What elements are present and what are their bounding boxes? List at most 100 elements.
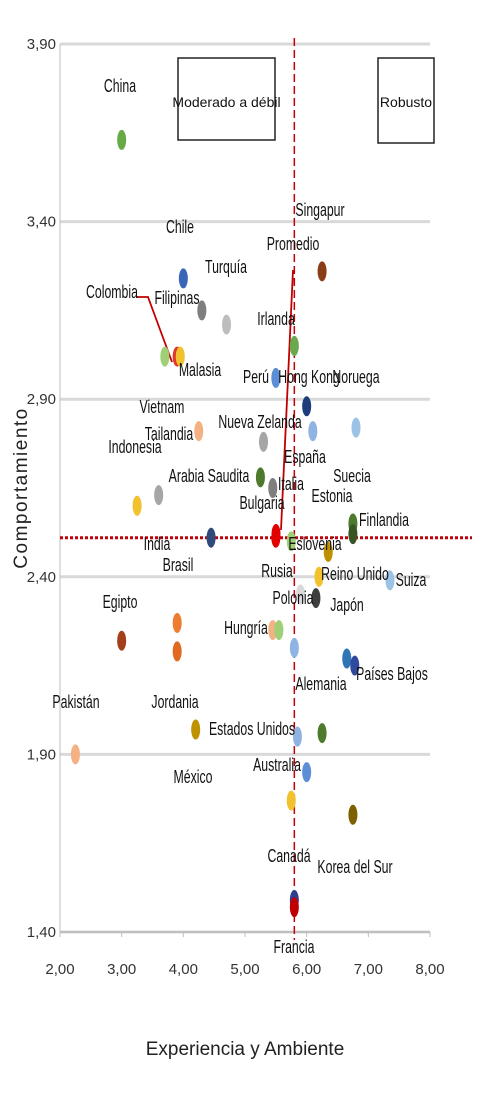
label-egipto: Egipto <box>103 593 138 613</box>
x-tick-label: 6,00 <box>292 961 321 978</box>
x-tick-label: 4,00 <box>169 961 198 978</box>
point-egipto <box>117 630 127 651</box>
label-méxico: México <box>174 768 213 788</box>
point-vietnam <box>194 421 204 442</box>
quadrant-box <box>177 57 276 141</box>
label-españa: España <box>284 448 326 468</box>
point-india <box>206 527 216 548</box>
label-rusia: Rusia <box>261 562 293 582</box>
point-unlabeled <box>289 637 299 658</box>
label-pakistán: Pakistán <box>52 693 99 713</box>
point-finlandia <box>348 524 358 545</box>
axes: 1,40 1,90 2,40 2,90 3,40 3,90 2,00 3,00 4,00 5,00… <box>27 36 445 978</box>
point-tailandia <box>154 485 164 506</box>
x-axis-title: Experiencia y Ambiente <box>146 1039 345 1060</box>
label-malasia: Malasia <box>179 361 221 381</box>
point-singapur <box>317 261 327 282</box>
point-noruega <box>351 417 361 438</box>
label-noruega: Noruega <box>332 368 379 388</box>
point-australia <box>302 762 312 783</box>
label-finlandia: Finlandia <box>359 511 409 531</box>
label-jordania: Jordania <box>151 693 198 713</box>
label-eslovenia: Eslovenia <box>288 535 341 555</box>
label-promedio: Promedio <box>267 235 320 255</box>
point-arabia-saudita <box>255 467 265 488</box>
point-países-bajos <box>350 655 360 676</box>
label-hungría: Hungría <box>224 619 268 639</box>
label-filipinas: Filipinas <box>154 289 199 309</box>
point-alemania <box>317 723 327 744</box>
y-tick-label: 3,90 <box>27 36 56 53</box>
quadrant-label: Moderado a débil <box>172 94 280 110</box>
leader-lines <box>136 269 294 531</box>
label-bulgaria: Bulgaria <box>239 494 284 514</box>
y-tick-label: 2,90 <box>27 391 56 408</box>
point-pakistán <box>70 744 80 765</box>
label-turquía: Turquía <box>205 258 247 278</box>
point-suiza <box>385 570 395 591</box>
point-hong-kong <box>302 396 312 417</box>
point-china <box>117 129 127 150</box>
x-tick-label: 8,00 <box>415 961 444 978</box>
quadrant-label: Robusto <box>380 94 432 110</box>
colombia-leader-line <box>136 296 173 363</box>
point-eslovenia <box>286 531 296 552</box>
label-china: China <box>104 77 136 97</box>
point-italia <box>268 478 278 498</box>
label-reino-unido: Reino Unido <box>321 565 389 585</box>
quadrant-box <box>377 57 435 144</box>
x-tick-label: 5,00 <box>230 961 259 978</box>
y-tick-label: 3,40 <box>27 214 56 231</box>
point-jordania <box>191 719 201 740</box>
x-tick-label: 2,00 <box>45 961 74 978</box>
label-suiza: Suiza <box>396 571 427 591</box>
point-turquía <box>222 314 231 335</box>
y-axis-title: Comportamiento <box>11 407 32 568</box>
label-polonia: Polonia <box>272 589 313 609</box>
label-alemania: Alemania <box>295 675 346 695</box>
point-hungría <box>268 620 278 641</box>
label-nueva-zelanda: Nueva Zelanda <box>218 413 302 433</box>
point-chile <box>178 268 188 289</box>
label-indonesia: Indonesia <box>108 438 161 458</box>
point-unlabeled <box>160 346 170 367</box>
point-promedio <box>271 524 281 544</box>
point-reino-unido <box>314 566 324 587</box>
x-tick-label: 3,00 <box>107 961 136 978</box>
y-tick-label: 2,40 <box>27 569 56 586</box>
gridlines <box>60 42 430 934</box>
point-labels: China Chile Turquía Filipinas Colombia Malasi… <box>52 77 427 958</box>
label-japón: Japón <box>330 596 363 616</box>
label-vietnam: Vietnam <box>140 398 185 418</box>
label-hong-kong: Hong Kong <box>278 368 339 388</box>
label-italia: Italia <box>278 475 304 495</box>
x-tick-label: 7,00 <box>354 961 383 978</box>
point-españa <box>308 421 318 442</box>
point-estonia <box>323 541 333 562</box>
point-perú <box>271 367 281 388</box>
label-suecia: Suecia <box>333 467 371 487</box>
label-chile: Chile <box>166 218 194 238</box>
data-points <box>70 129 395 918</box>
label-tailandia: Tailandia <box>145 425 194 445</box>
y-tick-label: 1,90 <box>27 746 56 763</box>
promedio-leader-line <box>280 269 294 531</box>
label-estados-unidos: Estados Unidos <box>209 720 295 740</box>
label-korea-del-sur: Korea del Sur <box>317 858 393 878</box>
point-indonesia <box>132 495 142 516</box>
label-australia: Australia <box>253 756 301 776</box>
reference-lines <box>60 38 472 940</box>
label-perú: Perú <box>243 368 269 388</box>
point-rusia <box>296 584 305 605</box>
label-irlanda: Irlanda <box>257 310 295 330</box>
point-méxico <box>286 790 296 811</box>
point-unlabeled <box>172 641 182 662</box>
label-colombia: Colombia <box>86 283 138 303</box>
point-unlabeled <box>274 620 284 641</box>
point-nueva-zelanda <box>259 431 268 452</box>
point-polonia <box>311 588 321 609</box>
label-arabia-saudita: Arabia Saudita <box>169 467 250 487</box>
label-singapur: Singapur <box>295 201 345 221</box>
point-japón <box>342 648 352 669</box>
label-india: India <box>144 535 171 555</box>
